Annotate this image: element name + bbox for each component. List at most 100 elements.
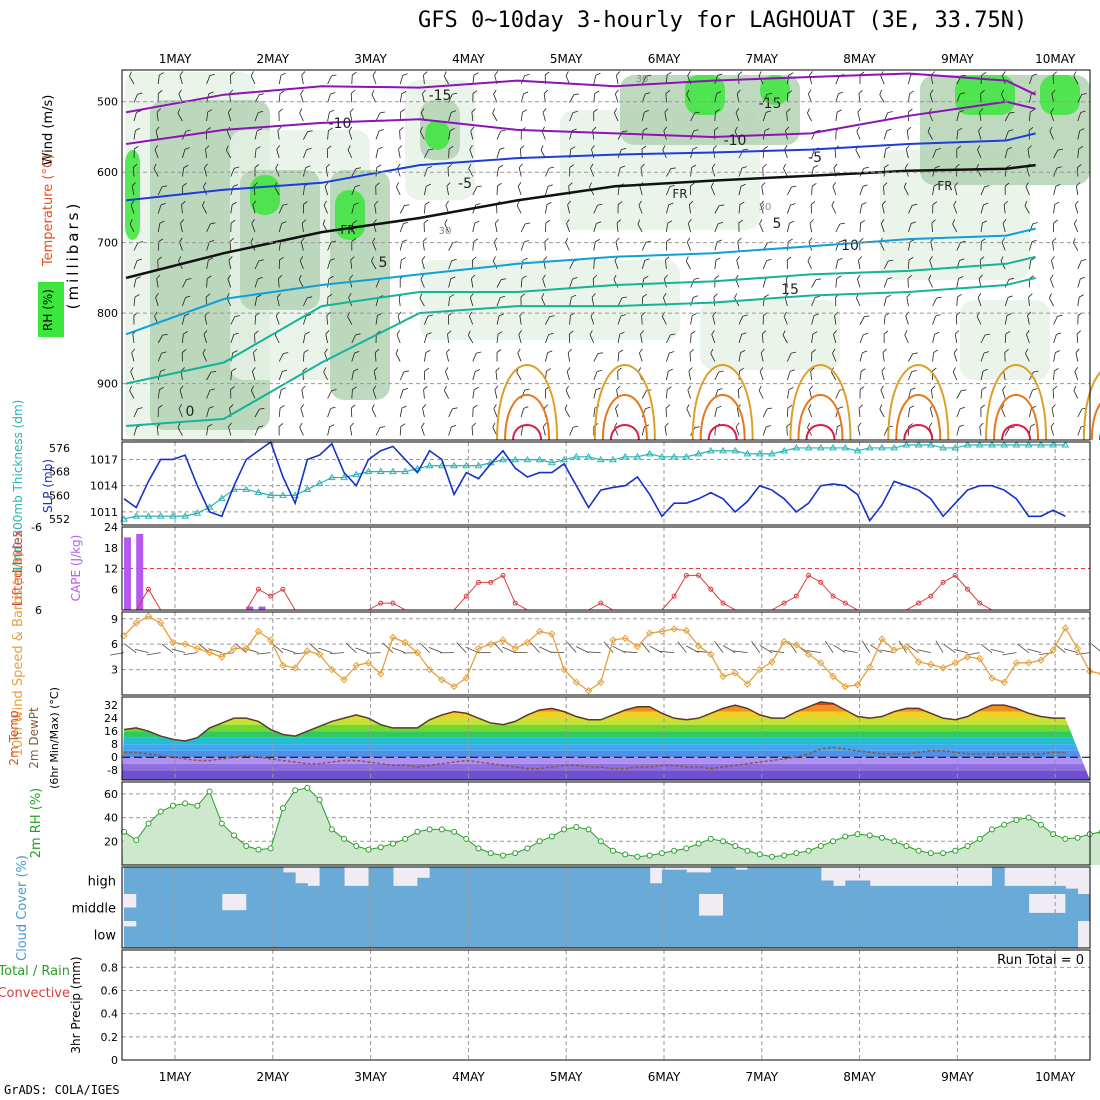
- slp-tick-label: 1017: [90, 453, 118, 466]
- barb-feather: [257, 128, 262, 132]
- cloud-bar-low: [124, 926, 137, 948]
- wind-barb: [545, 219, 551, 233]
- barb-feather: [664, 108, 669, 113]
- rh-marker: [402, 835, 409, 842]
- cape-tick-label: 12: [104, 563, 118, 576]
- barb-staff: [206, 408, 210, 418]
- barb-staff: [689, 352, 691, 362]
- wind10m-barb: [751, 641, 761, 653]
- wind-barb: [156, 108, 161, 122]
- barb-feather: [324, 348, 328, 354]
- barb-feather: [425, 349, 431, 353]
- rh-marker: [646, 852, 653, 859]
- lifted-index-marker: [280, 586, 286, 592]
- lifted-index-marker: [476, 579, 482, 585]
- wind-barb: [204, 163, 208, 177]
- barb-feather: [347, 145, 351, 151]
- barb-feather: [546, 368, 552, 372]
- barb-feather: [400, 108, 406, 113]
- barb-feather: [572, 277, 578, 280]
- rh-shading: [250, 175, 280, 215]
- wind-barb: [835, 91, 844, 103]
- wind-barb: [689, 348, 695, 362]
- barb-staff: [351, 389, 353, 399]
- barb-staff: [399, 426, 402, 436]
- lifted-index-marker: [268, 593, 274, 599]
- barb-staff: [493, 94, 498, 103]
- barb-staff: [251, 223, 256, 233]
- wind-barb: [545, 202, 552, 214]
- barb-feather: [349, 422, 354, 427]
- barb-feather: [444, 219, 448, 225]
- wind-barb: [1002, 385, 1006, 399]
- wind-barb: [690, 330, 696, 344]
- wind-barb: [1075, 182, 1081, 196]
- barb-feather: [282, 369, 288, 372]
- barb-staff: [496, 334, 499, 344]
- cloud-bar-high: [551, 867, 565, 894]
- barb-feather: [473, 238, 479, 242]
- barb-feather: [1050, 422, 1055, 428]
- thickness-marker: [1000, 440, 1009, 448]
- wind-barb: [591, 293, 596, 307]
- wind-barb: [303, 349, 309, 362]
- wind-barb: [859, 315, 870, 325]
- cloud-bar-low: [771, 921, 785, 948]
- cloud-bar-low: [943, 921, 956, 948]
- wind-barb: [177, 108, 183, 122]
- cloud-bar-high: [515, 867, 528, 894]
- barb-feather: [638, 200, 642, 206]
- wind-barb: [639, 348, 643, 362]
- wind-barb: [520, 257, 528, 270]
- wind-barb: [129, 385, 135, 399]
- rh-contour-label: 30: [439, 226, 452, 237]
- wind-barb: [831, 200, 837, 214]
- barb-feather: [399, 126, 404, 131]
- wind-barb: [472, 351, 482, 362]
- barb-feather: [764, 128, 770, 132]
- barb-feather: [371, 256, 374, 262]
- barb-feather: [398, 145, 403, 150]
- cloud-bar-high: [930, 885, 944, 894]
- barb-feather: [1002, 71, 1006, 76]
- thickness-tick-label: 560: [49, 489, 70, 502]
- barb-feather: [282, 203, 288, 206]
- wind-barb: [883, 182, 888, 196]
- barb-staff: [834, 148, 837, 159]
- wind-barb: [520, 240, 530, 251]
- cloud-bar-low: [796, 921, 810, 948]
- barb-feather: [353, 202, 359, 206]
- wind-barb: [615, 404, 619, 418]
- barb-feather: [883, 182, 888, 187]
- barb-staff: [859, 186, 864, 196]
- wind-barb: [542, 274, 546, 288]
- barb-feather: [807, 422, 811, 428]
- barb-staff: [204, 315, 207, 325]
- wind-barb: [617, 314, 626, 325]
- cloud-bar-low: [307, 921, 321, 948]
- wind-barb: [762, 110, 771, 122]
- wind-barb: [835, 222, 845, 233]
- wind10m-barb: [833, 644, 846, 653]
- barb-feather: [524, 240, 530, 243]
- cloud-bar-middle: [894, 894, 907, 921]
- wind-barb: [566, 367, 571, 381]
- barb-staff: [157, 223, 161, 233]
- wind-speed-line: [123, 615, 1100, 692]
- wind-barb: [665, 404, 671, 418]
- wind-barb: [225, 145, 232, 159]
- barb-feather: [522, 257, 528, 261]
- wind-barb: [227, 274, 232, 288]
- barb-feather: [810, 367, 815, 372]
- wind-barb: [593, 203, 603, 214]
- wind-barb: [908, 90, 915, 103]
- barb-feather: [253, 348, 258, 353]
- isotherm-lobe: [707, 424, 738, 441]
- wind-barb: [1028, 293, 1033, 307]
- barb-feather: [470, 126, 475, 131]
- barb-staff: [372, 242, 377, 251]
- cloud-bar-high: [991, 867, 1005, 894]
- wind-barb: [735, 422, 740, 436]
- barb-staff: [855, 297, 861, 307]
- cloud-bar-low: [172, 921, 186, 948]
